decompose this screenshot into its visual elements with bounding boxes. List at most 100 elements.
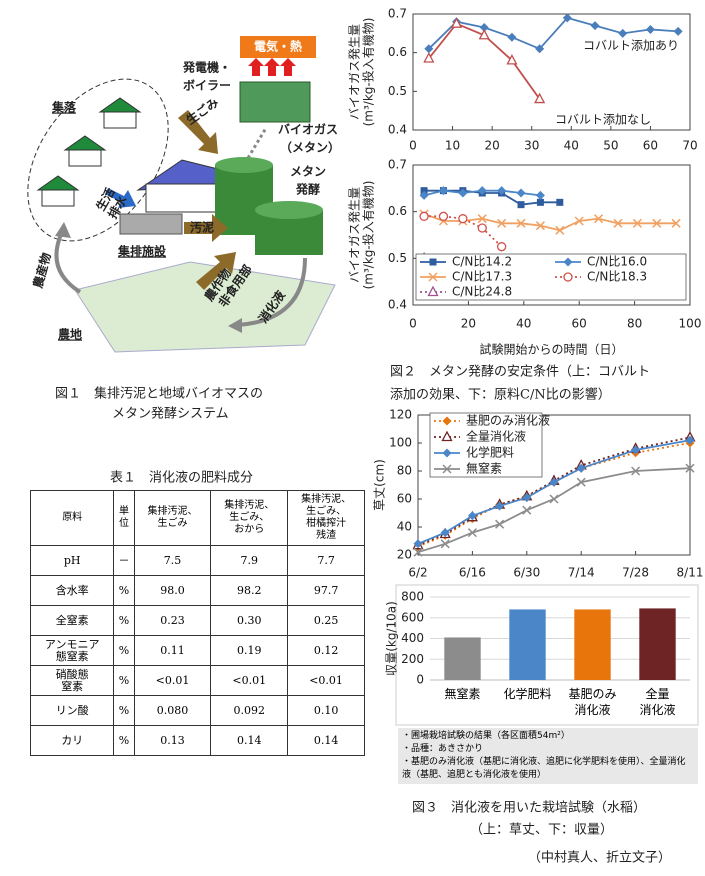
x-tick-label: 10 [445,139,460,153]
x-tick-label: 基肥のみ 消化液 [568,687,617,717]
diagram-label: 発酵 [295,182,320,197]
marker [535,190,545,200]
table-cell: 0.11 [133,635,212,666]
table-cell: 含水率 [29,575,115,606]
table-cell: 98.2 [210,575,289,606]
y-tick-label: 200 [401,652,424,666]
x-tick-label: 70 [682,139,697,153]
marker [458,188,468,198]
marker [427,285,439,297]
legend-label: C/N比18.3 [587,270,647,284]
diagram-label: バイオガス [278,122,338,137]
marker [549,494,559,504]
x-tick-label: 80 [627,317,642,331]
plot-frame [417,414,691,556]
marker [671,218,681,228]
marker [442,448,452,458]
x-axis-label: 試験開始からの時間（日） [479,342,623,357]
table-cell: 7.7 [287,545,365,576]
x-tick-label: 7/28 [622,566,649,580]
table-cell: 硝酸態 窒素 [29,665,115,696]
diagram-label: 電気・熱 [254,39,302,54]
x-tick-label: 40 [516,317,531,331]
x-tick-label: 50 [603,139,618,153]
legend-label: C/N比16.0 [587,255,647,269]
marker [631,445,641,455]
marker [450,17,463,28]
marker [438,186,448,196]
power-box [240,36,316,58]
x-tick-label: 0 [409,317,417,331]
legend-label: C/N比14.2 [452,255,512,269]
table-cell: pH [29,545,115,576]
x-tick-label: 0 [409,139,417,153]
notes: ・圃場栽培試験の結果（各区面積54m²） ・品種：あきさかり ・基肥のみ消化液（基肥… [398,728,698,784]
bar-chart-frame [395,584,699,726]
table-cell: 0.25 [287,605,365,636]
marker [522,505,532,515]
diagram-label: 農地 [58,327,82,342]
marker [563,272,573,282]
x-tick-label: 8/11 [677,566,704,580]
marker [631,466,641,476]
table-cell: 98.0 [133,575,212,606]
table-cell: <0.01 [133,665,212,696]
marker [590,21,600,31]
marker [645,24,655,34]
table-header-cell: 集排汚泥、 生ごみ、 柑橘搾汁 残渣 [287,490,365,546]
note: ・品種：あきさかり [402,744,484,754]
bar [509,609,546,680]
marker [424,44,434,54]
marker [536,198,544,206]
legend-label: コバルト添加なし [555,113,651,127]
marker [632,218,642,228]
y-axis-label: バイオガス発生量 [348,187,362,283]
y-tick-label: 0.7 [388,7,407,21]
arrow-digestate [237,257,307,327]
arrow-garbage [178,110,218,154]
table-cell: リン酸 [29,695,115,726]
marker [507,32,517,42]
marker [442,464,452,474]
x-tick-label: 6/30 [513,566,540,580]
table-cell: % [113,665,135,696]
caption: （上：草丈、下：収量） [470,823,613,838]
y-tick-label: 0.4 [388,123,407,137]
table-cell: 0.19 [210,635,289,666]
y-tick-label: 100 [389,436,412,450]
table-row: 全窒素% 0.23 0.30 0.25 [29,605,365,636]
arrow-wastewater [105,188,136,208]
table-header-cell: 原料 [29,490,115,546]
legend-label: コバルト添加あり [583,39,679,53]
y-axis-label: 収量(kg/10a) [385,601,399,676]
y-tick-label: 0.4 [388,298,407,312]
marker [535,44,545,54]
table-row: カリ% 0.13 0.14 0.14 [29,725,365,756]
y-axis-label: 草丈(cm) [373,459,387,511]
houses [36,97,142,207]
y-tick-label: 20 [397,548,412,562]
x-tick-label: 60 [643,139,658,153]
series-line [428,16,679,50]
y-tick-label: 600 [401,610,424,624]
arrow-produce [54,231,82,294]
y-tick-label: 0.6 [388,45,407,59]
note: ・基肥のみ消化液（基肥に消化液、追肥に化学肥料を使用）、全量消化液（基肥、追肥と… [402,757,686,780]
x-tick-label: 20 [485,139,500,153]
diagram-label: 集排施設 [117,244,167,259]
marker [413,539,423,549]
x-tick-label: 化学肥料 [503,687,552,701]
y-tick-label: 400 [401,631,424,645]
caption: 添加の効果、下：原料C/N比の影響） [390,387,611,403]
marker [467,511,477,521]
marker [563,257,573,267]
table-cell: 0.13 [133,725,212,756]
marker [562,13,572,23]
caption: 図２ メタン発酵の安定条件（上：コバルト [390,364,650,380]
y-tick-label: 120 [389,408,412,422]
marker [419,190,429,200]
marker [442,416,452,426]
table-row: 含水率% 98.0 98.2 97.7 [29,575,365,606]
